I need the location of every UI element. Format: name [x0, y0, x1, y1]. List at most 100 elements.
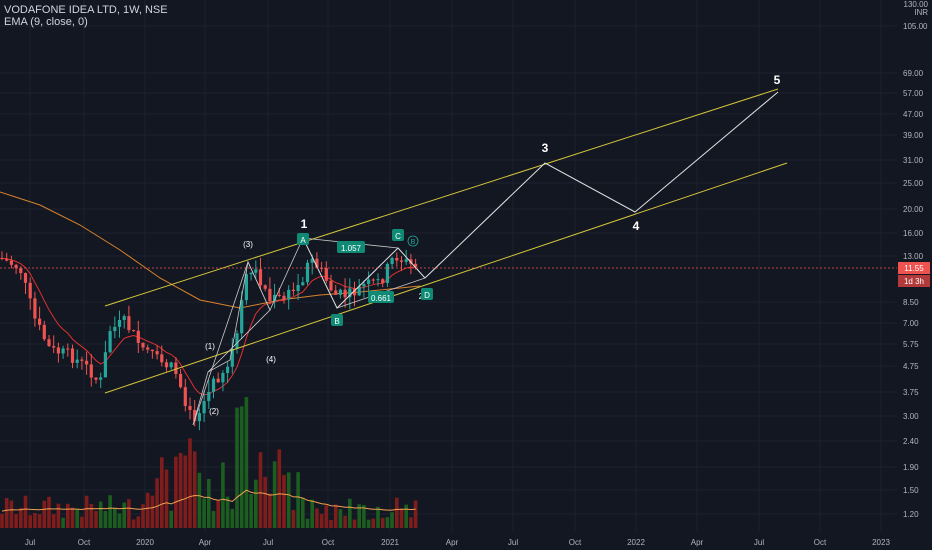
point-d-badge[interactable]: D	[421, 288, 433, 300]
volume-bar	[380, 517, 385, 528]
price-axis-top-label: 130.00	[904, 0, 929, 9]
time-tick: Oct	[569, 538, 582, 547]
candle-body	[179, 374, 183, 388]
channel-lower-line[interactable]	[104, 162, 788, 394]
candle-body	[103, 352, 107, 378]
volume-bar	[409, 517, 413, 528]
candle-body	[254, 269, 258, 273]
candle-body	[258, 269, 263, 286]
volume-bar	[315, 508, 319, 528]
candle-body	[385, 263, 389, 283]
svg-text:B: B	[411, 239, 416, 246]
time-tick: Oct	[78, 538, 91, 547]
time-tick: Jul	[263, 538, 273, 547]
point-a-badge[interactable]: A	[297, 233, 309, 245]
abcd-pattern[interactable]	[302, 237, 426, 309]
candle-body	[9, 260, 13, 265]
volume-bar	[150, 495, 155, 528]
volume-bar	[249, 494, 253, 528]
long-moving-average-line	[0, 191, 421, 309]
candle-body	[409, 259, 413, 264]
candle-body	[33, 298, 37, 319]
symbol-title[interactable]: VODAFONE IDEA LTD, 1W, NSE	[4, 4, 168, 16]
volume-bar	[413, 500, 418, 528]
time-tick: Jul	[508, 538, 518, 547]
volume-bar	[343, 515, 347, 528]
candle-body	[291, 289, 295, 292]
last-price-badge-bg	[898, 262, 930, 274]
candle-body	[216, 378, 220, 383]
candle-body	[207, 391, 211, 402]
impulse-wave-drawing[interactable]	[192, 237, 304, 426]
candle-body	[14, 264, 18, 269]
candle-body	[230, 348, 234, 367]
candle-body	[381, 279, 385, 283]
time-axis[interactable]: Jul Oct 2020 Apr Jul Oct 2021 Apr Jul Oct 2022 Apr J…	[25, 538, 891, 547]
volume-bar	[395, 497, 399, 528]
price-tick: 39.00	[903, 131, 924, 140]
point-b-badge[interactable]: B	[331, 314, 343, 326]
volume-bars	[0, 397, 418, 528]
candle-body	[75, 359, 79, 363]
volume-bar	[89, 503, 94, 528]
volume-bar	[42, 500, 47, 528]
time-tick: Jul	[25, 538, 35, 547]
price-tick: 57.00	[903, 89, 924, 98]
volume-bar	[127, 499, 131, 528]
volume-bar	[84, 495, 89, 528]
volume-bar	[338, 509, 343, 528]
channel-upper-line[interactable]	[104, 88, 779, 307]
volume-bar	[61, 517, 65, 528]
volume-bar	[37, 514, 42, 528]
price-tick: 3.75	[903, 388, 919, 397]
candle-body	[376, 279, 380, 281]
volume-bar	[286, 472, 291, 528]
candle-body	[146, 347, 150, 350]
candle-body	[155, 351, 159, 355]
svg-text:B: B	[334, 317, 339, 326]
volume-bar	[66, 503, 70, 528]
ema-indicator-label[interactable]: EMA (9, close, 0)	[4, 16, 88, 28]
candle-body	[99, 377, 103, 380]
trend-channel[interactable]	[104, 88, 788, 394]
volume-bar	[51, 514, 56, 528]
volume-bar	[244, 397, 249, 528]
ratio-0661-badge[interactable]: 0.661	[368, 291, 394, 303]
wave-1-label: 1	[301, 217, 308, 231]
volume-bar	[366, 519, 371, 528]
volume-bar	[75, 509, 79, 528]
price-tick: 47.00	[903, 110, 924, 119]
volume-bar	[263, 476, 267, 528]
candle-body	[277, 294, 281, 296]
wave-4-label: 4	[633, 219, 640, 233]
candle-body	[324, 268, 328, 281]
candle-body	[211, 378, 216, 392]
elliott-wave-projection[interactable]	[424, 91, 779, 279]
subwave-3-label: (3)	[243, 240, 253, 249]
candle-body	[301, 282, 305, 286]
last-price-label: 11.55	[904, 264, 924, 273]
volume-bar	[305, 518, 310, 528]
price-tick: 20.00	[903, 205, 924, 214]
candle-body	[404, 259, 408, 262]
ratio-1057-badge[interactable]: 1.057	[337, 241, 365, 253]
price-tick: 105.00	[903, 22, 928, 31]
candle-body	[282, 295, 286, 300]
candle-body	[132, 330, 136, 332]
price-tick: 1.50	[903, 486, 919, 495]
volume-bar	[362, 505, 366, 528]
volume-bar	[348, 498, 352, 528]
volume-bar	[9, 500, 14, 528]
time-tick: Jul	[754, 538, 764, 547]
subwave-1-label: (1)	[205, 342, 215, 351]
candle-body	[94, 377, 98, 380]
svg-text:D: D	[424, 291, 430, 300]
candle-body	[226, 366, 230, 373]
svg-text:C: C	[395, 232, 401, 241]
candle-body	[150, 349, 154, 352]
volume-bar	[136, 516, 141, 528]
point-c-badge[interactable]: C	[392, 229, 404, 241]
candle-body	[352, 288, 357, 296]
